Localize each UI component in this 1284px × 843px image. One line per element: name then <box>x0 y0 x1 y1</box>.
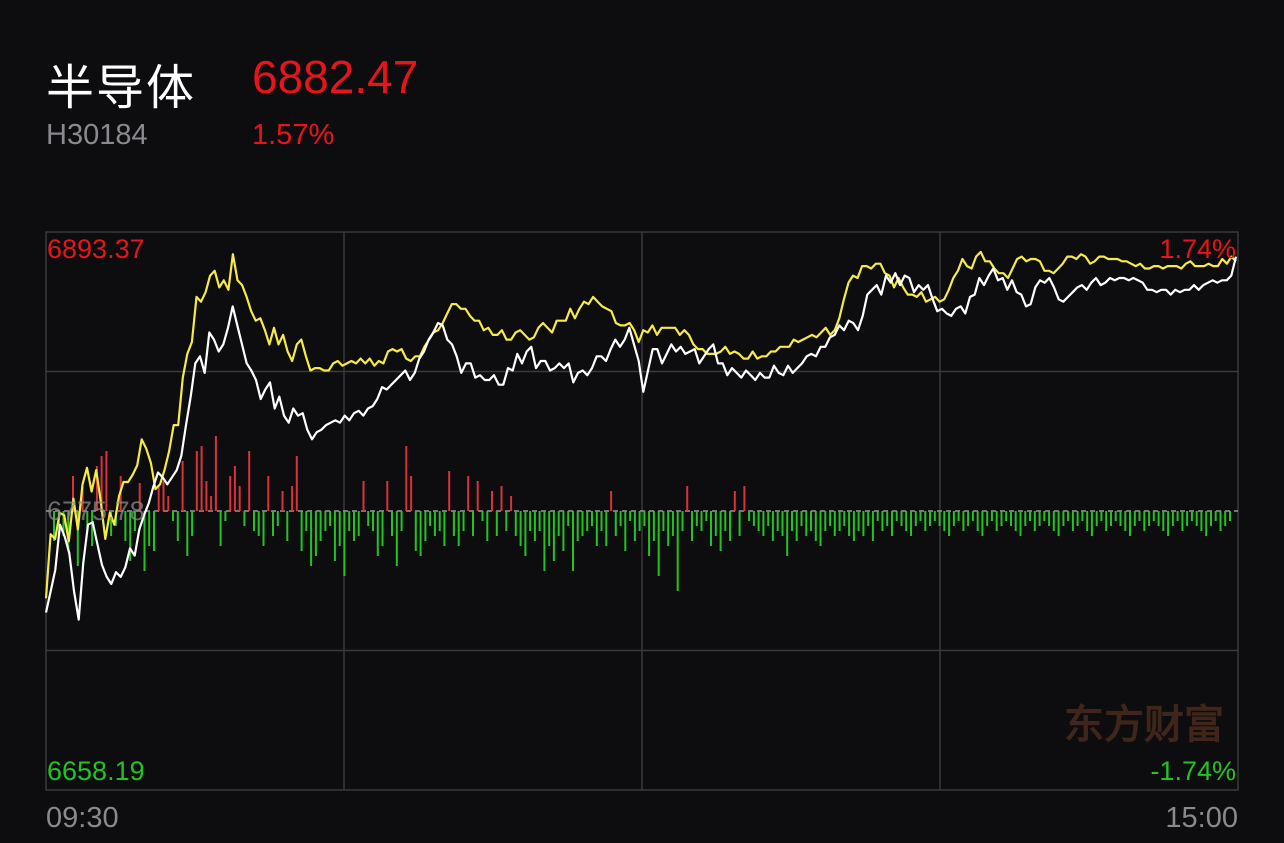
average-price-line <box>44 250 1237 599</box>
index-price: 6882.47 <box>252 51 419 103</box>
index-code: H30184 <box>46 119 148 151</box>
watermark: 东方财富 <box>1064 701 1224 748</box>
y-max-label: 6893.37 <box>47 234 145 264</box>
y-min-label: 6658.19 <box>47 756 145 786</box>
index-change-pct: 1.57% <box>252 119 335 151</box>
volume-bars <box>53 436 1231 591</box>
y-min-pct-label: -1.74% <box>1150 756 1236 786</box>
y-mid-label: 6775.78 <box>47 496 145 526</box>
x-start-label: 09:30 <box>46 802 119 834</box>
index-name: 半导体 <box>46 60 197 116</box>
x-end-label: 15:00 <box>1165 802 1238 834</box>
index-price-line <box>44 256 1238 621</box>
y-max-pct-label: 1.74% <box>1159 234 1236 264</box>
